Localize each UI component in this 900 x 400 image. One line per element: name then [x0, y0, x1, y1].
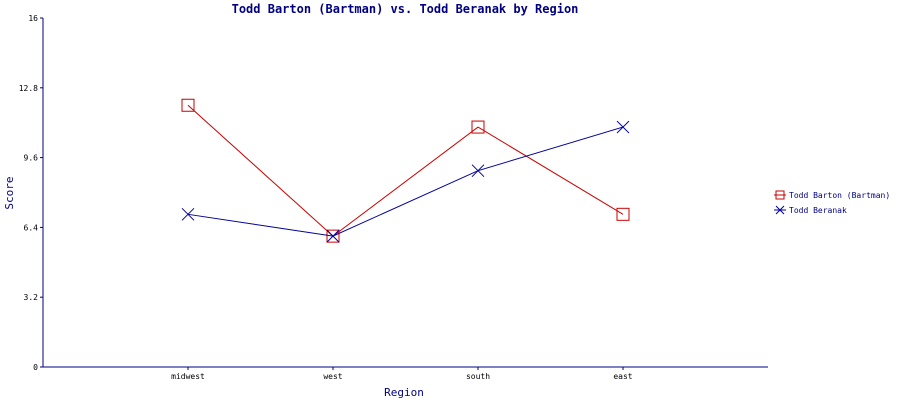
x-tick-label: east	[613, 372, 632, 381]
legend-label: Todd Beranak	[789, 206, 847, 215]
y-tick-label: 16	[28, 14, 38, 23]
legend-label: Todd Barton (Bartman)	[789, 191, 890, 200]
square-marker	[181, 98, 195, 112]
series-line	[187, 104, 624, 237]
series-layer	[181, 98, 630, 243]
y-tick-label: 3.2	[24, 293, 39, 302]
x-axis-ticks: midwest west south east	[171, 367, 633, 381]
x-marker	[326, 229, 340, 243]
y-tick-label: 9.6	[24, 154, 39, 163]
y-tick-label: 6.4	[24, 223, 39, 232]
y-axis-ticks: 0 3.2 6.4 9.6 12.8 16	[19, 14, 43, 372]
x-tick-label: south	[466, 372, 490, 381]
x-marker	[181, 207, 195, 221]
series-line	[187, 126, 624, 237]
series-1	[181, 98, 630, 243]
x-axis-label: Region	[384, 386, 424, 399]
legend-item: Todd Beranak	[774, 205, 847, 215]
x-marker	[471, 164, 485, 178]
x-tick-label: midwest	[171, 372, 205, 381]
x-tick-label: west	[323, 372, 342, 381]
legend-item: Todd Barton (Bartman)	[774, 190, 890, 200]
y-tick-label: 0	[33, 363, 38, 372]
chart-title: Todd Barton (Bartman) vs. Todd Beranak b…	[232, 2, 579, 16]
y-axis-label: Score	[3, 176, 16, 209]
y-tick-label: 12.8	[19, 84, 38, 93]
legend-square-marker	[775, 190, 785, 200]
legend: Todd Barton (Bartman) Todd Beranak	[774, 190, 890, 215]
square-marker	[326, 229, 340, 243]
square-marker	[616, 207, 630, 221]
x-marker	[616, 120, 630, 134]
series-2	[181, 120, 630, 243]
square-marker	[471, 120, 485, 134]
